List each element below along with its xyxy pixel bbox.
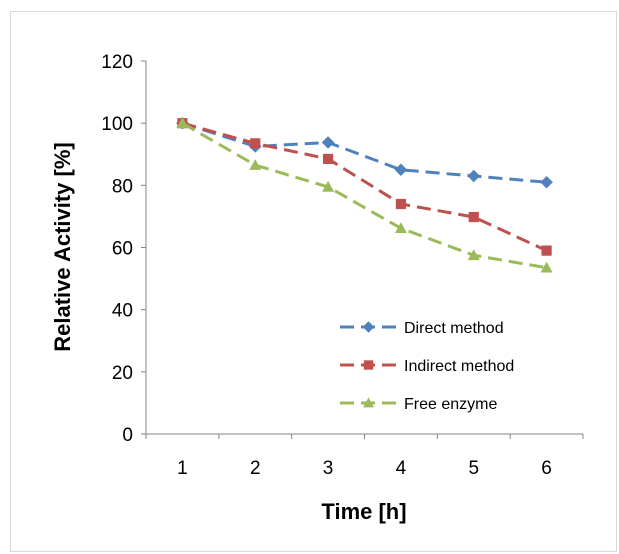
series-line xyxy=(182,121,548,252)
legend-marker xyxy=(363,360,374,370)
y-tick-label: 60 xyxy=(112,239,133,260)
legend-label: Direct method xyxy=(404,320,504,337)
y-tick-label: 80 xyxy=(112,176,133,197)
series-layer xyxy=(176,116,553,273)
data-point xyxy=(176,117,189,128)
series-indirect-method xyxy=(177,118,552,256)
data-point xyxy=(322,180,335,192)
series-direct-method xyxy=(176,116,553,189)
legend-item: Direct method xyxy=(340,320,504,337)
data-point xyxy=(540,261,553,273)
data-point xyxy=(467,169,481,183)
y-tick-label: 0 xyxy=(122,425,133,446)
chart-area xyxy=(10,11,617,552)
legend: Direct method Indirect method Free enzyme xyxy=(340,320,514,413)
legend-marker xyxy=(363,397,374,408)
legend-label: Indirect method xyxy=(404,358,514,375)
y-tick-label: 100 xyxy=(101,114,133,135)
data-point xyxy=(322,153,334,165)
legend-label: Free enzyme xyxy=(404,396,497,413)
axes: 0 20 40 60 80 100 120 1 2 3 4 5 6 xyxy=(101,52,584,479)
data-point xyxy=(468,211,479,223)
data-point xyxy=(394,222,407,234)
y-axis-title: Relative Activity [%] xyxy=(50,142,75,351)
x-axis-title: Time [h] xyxy=(321,499,406,524)
data-point xyxy=(540,175,553,189)
legend-marker xyxy=(362,321,375,333)
x-tick-label: 1 xyxy=(177,458,188,479)
data-point xyxy=(467,249,480,261)
data-point xyxy=(395,198,407,210)
x-tick-label: 3 xyxy=(323,458,334,479)
data-point xyxy=(394,163,408,177)
x-tick-label: 5 xyxy=(468,458,479,479)
y-tick-label: 20 xyxy=(112,363,133,384)
legend-item: Indirect method xyxy=(340,358,514,375)
x-tick-label: 6 xyxy=(541,458,552,479)
series-line xyxy=(181,121,547,184)
legend-item: Free enzyme xyxy=(340,396,497,413)
y-tick-label: 120 xyxy=(101,52,133,73)
data-point xyxy=(541,245,552,256)
series-free-enzyme xyxy=(176,117,553,273)
data-point xyxy=(321,136,335,149)
x-tick-label: 2 xyxy=(250,458,261,479)
series-line xyxy=(181,121,547,270)
data-point xyxy=(250,138,261,149)
y-tick-label: 40 xyxy=(112,301,133,322)
x-tick-label: 4 xyxy=(396,458,407,479)
data-point xyxy=(249,159,262,170)
